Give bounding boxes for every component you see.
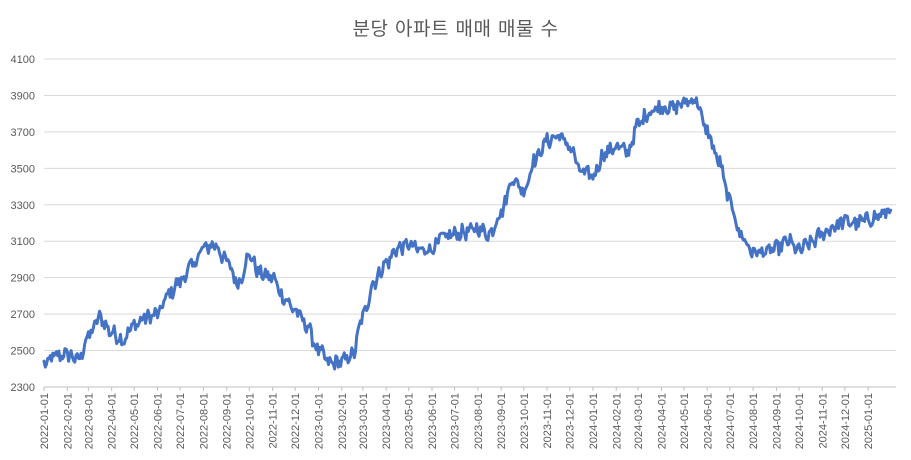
chart-title: 분당 아파트 매매 매물 수 — [352, 18, 559, 40]
x-tick-label: 2022-04-01 — [107, 393, 119, 449]
x-tick-label: 2023-03-01 — [358, 393, 370, 449]
x-tick-label: 2023-06-01 — [427, 393, 439, 449]
x-tick-label: 2023-10-01 — [519, 393, 531, 449]
x-tick-label: 2024-05-01 — [679, 393, 691, 449]
x-tick-label: 2023-08-01 — [473, 393, 485, 449]
y-tick-label: 3700 — [11, 127, 35, 139]
x-tick-label: 2024-06-01 — [702, 393, 714, 449]
y-tick-label: 2900 — [11, 273, 35, 285]
x-tick-label: 2024-04-01 — [656, 393, 668, 449]
y-tick-label: 3300 — [11, 200, 35, 212]
y-tick-label: 2700 — [11, 309, 35, 321]
series-line — [42, 96, 893, 371]
x-tick-label: 2022-09-01 — [222, 393, 234, 449]
x-tick-label: 2024-10-01 — [794, 393, 806, 449]
x-tick-label: 2023-12-01 — [565, 393, 577, 449]
y-tick-label: 3100 — [11, 236, 35, 248]
x-tick-label: 2022-08-01 — [198, 393, 210, 449]
x-tick-label: 2022-05-01 — [129, 393, 141, 449]
x-tick-label: 2022-11-01 — [268, 393, 280, 448]
x-tick-label: 2024-07-01 — [725, 393, 737, 449]
x-tick-label: 2024-12-01 — [840, 393, 852, 449]
x-tick-label: 2024-11-01 — [817, 393, 829, 448]
x-tick-label: 2022-07-01 — [175, 393, 187, 449]
x-tick-label: 2023-01-01 — [313, 393, 325, 449]
x-tick-label: 2023-09-01 — [496, 393, 508, 449]
y-axis-ticks: 2300 2500 2700 2900 3100 3300 3500 3700 3900 4100 — [11, 54, 35, 394]
x-tick-label: 2024-08-01 — [748, 393, 760, 449]
gridlines — [44, 58, 896, 352]
x-tick-label: 2023-11-01 — [542, 393, 554, 448]
x-tick-label: 2022-10-01 — [244, 393, 256, 449]
y-tick-label: 3900 — [11, 90, 35, 102]
y-tick-label: 2500 — [11, 346, 35, 358]
x-tick-label: 2022-06-01 — [153, 393, 165, 449]
x-axis-ticks: 2022-01-01 2022-02-01 2022-03-01 2022-04-01… — [39, 387, 875, 449]
y-tick-label: 3500 — [11, 163, 35, 175]
y-tick-label: 4100 — [11, 54, 35, 66]
x-tick-label: 2024-03-01 — [633, 393, 645, 449]
x-tick-label: 2023-04-01 — [381, 393, 393, 449]
x-tick-label: 2022-02-01 — [62, 393, 74, 449]
x-tick-label: 2025-01-01 — [863, 393, 875, 449]
x-tick-label: 2023-07-01 — [450, 393, 462, 449]
x-tick-label: 2024-01-01 — [588, 393, 600, 449]
x-tick-label: 2024-09-01 — [771, 393, 783, 449]
x-tick-label: 2023-02-01 — [337, 393, 349, 449]
y-tick-label: 2300 — [11, 382, 35, 394]
x-tick-label: 2022-01-01 — [39, 393, 51, 449]
x-tick-label: 2023-05-01 — [404, 393, 416, 449]
x-tick-label: 2022-03-01 — [83, 393, 95, 449]
x-tick-label: 2022-12-01 — [290, 393, 302, 449]
x-tick-label: 2024-02-01 — [611, 393, 623, 449]
